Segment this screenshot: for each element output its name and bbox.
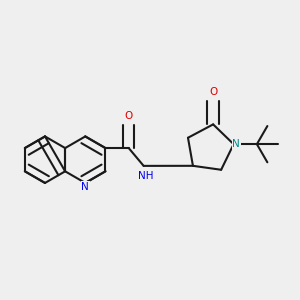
Text: N: N <box>81 182 89 192</box>
Text: O: O <box>209 87 217 97</box>
Text: N: N <box>232 139 240 149</box>
Text: NH: NH <box>137 171 153 181</box>
Text: O: O <box>124 111 133 121</box>
